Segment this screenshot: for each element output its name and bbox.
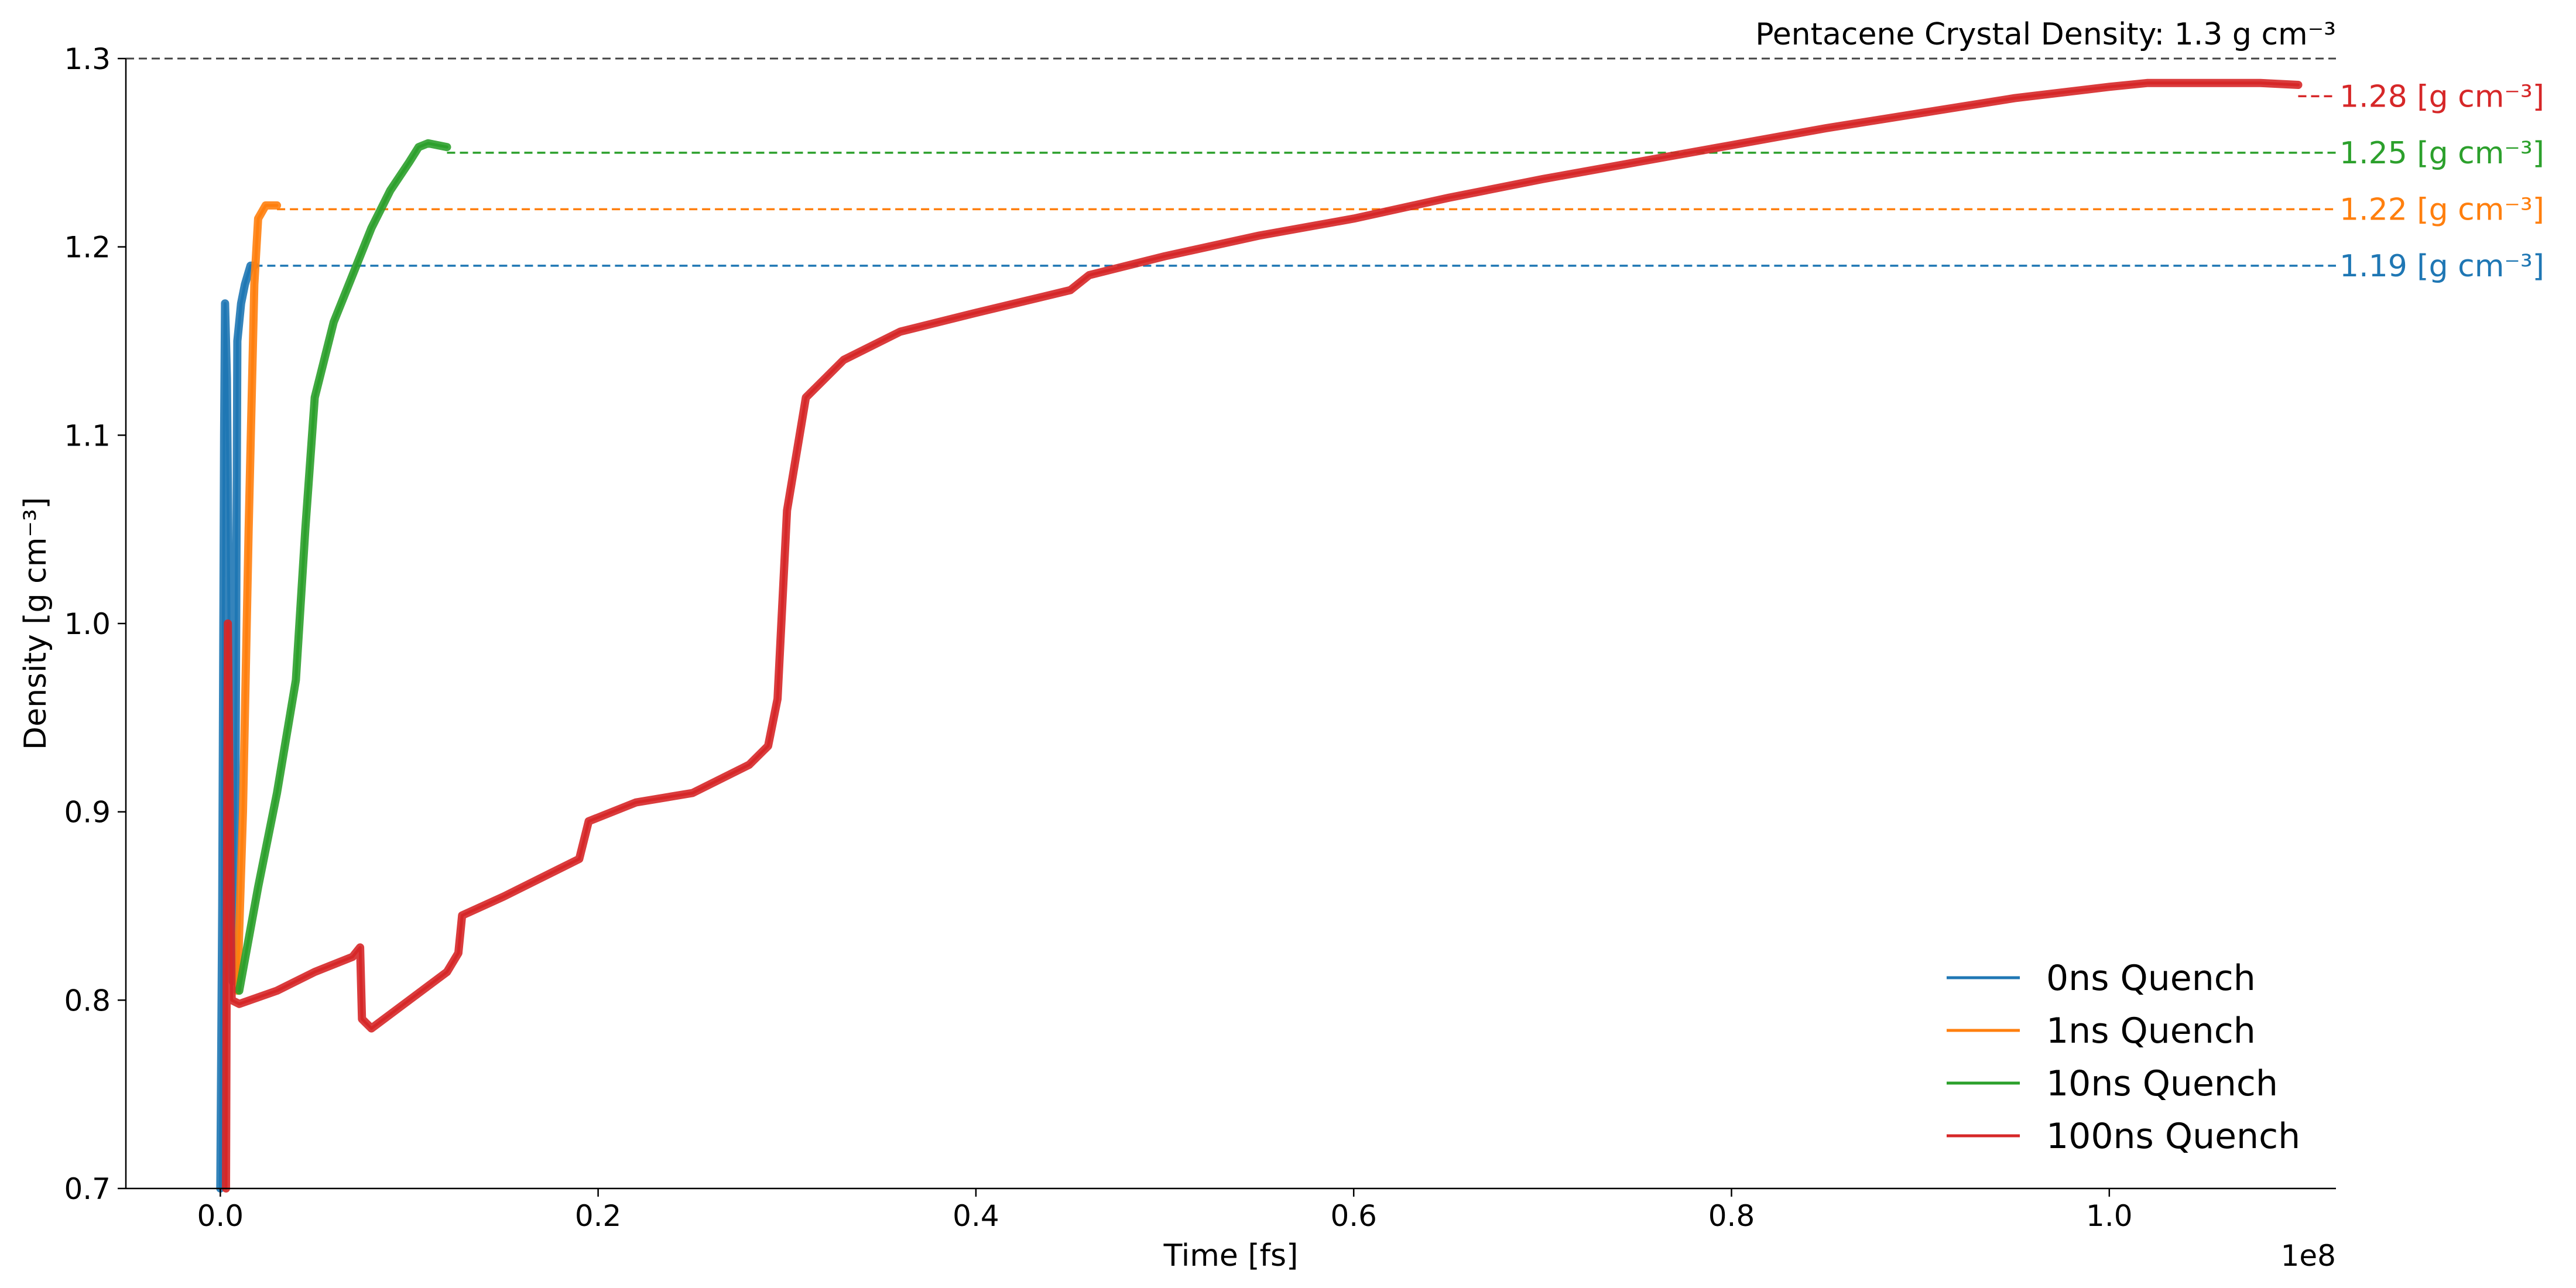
series-line (235, 204, 279, 992)
x-axis-title: Time [fs] (1163, 1238, 1299, 1273)
y-tick-label: 1.3 (64, 42, 111, 76)
final-value-label: 1.28 [g cm⁻³] (2339, 79, 2544, 114)
y-tick-label: 1.2 (64, 231, 111, 265)
legend-entry: 10ns Quench (2046, 1063, 2278, 1104)
final-value-guides (254, 95, 2336, 267)
y-tick-label: 0.9 (64, 796, 111, 830)
x-tick-label: 1.0 (2086, 1199, 2133, 1233)
final-value-label: 1.19 [g cm⁻³] (2339, 249, 2544, 284)
final-value-label: 1.22 [g cm⁻³] (2339, 192, 2544, 227)
x-axis-offset-label: 1e8 (2281, 1239, 2336, 1273)
legend-entry: 0ns Quench (2046, 958, 2256, 999)
y-tick-label: 0.8 (64, 984, 111, 1018)
x-tick-label: 0.8 (1708, 1199, 1755, 1233)
series-line (238, 142, 448, 992)
reference-line-label: Pentacene Crystal Density: 1.3 g cm⁻³ (1755, 17, 2336, 52)
y-axis-title: Density [g cm⁻³] (18, 497, 53, 750)
legend: 0ns Quench 1ns Quench 10ns Quench 100ns Que… (1947, 958, 2300, 1157)
series-layer (216, 78, 2303, 1193)
x-tick-label: 0.6 (1330, 1199, 1377, 1233)
y-tick-label: 0.7 (64, 1172, 111, 1206)
y-tick-label: 1.0 (64, 607, 111, 641)
y-ticks: 0.7 0.8 0.9 1.0 1.1 1.2 1.3 (64, 42, 126, 1206)
legend-entry: 100ns Quench (2046, 1116, 2300, 1157)
x-tick-label: 0.4 (953, 1199, 999, 1233)
y-tick-label: 1.1 (64, 419, 111, 453)
series-line-band (222, 78, 2303, 1193)
x-ticks: 0.0 0.2 0.4 0.6 0.8 1.0 (197, 1188, 2133, 1233)
x-tick-label: 0.2 (575, 1199, 622, 1233)
legend-entry: 1ns Quench (2046, 1010, 2256, 1051)
annotations: Pentacene Crystal Density: 1.3 g cm⁻³ 1.… (1755, 17, 2544, 284)
series-line (224, 81, 2300, 1190)
series-line-band (235, 139, 451, 995)
x-tick-label: 0.0 (197, 1199, 244, 1233)
axes: 0.0 0.2 0.4 0.6 0.8 1.0 0.7 0.8 0.9 1.0 1.1 1.2 1.3… (18, 42, 2336, 1273)
final-value-label: 1.25 [g cm⁻³] (2339, 136, 2544, 171)
